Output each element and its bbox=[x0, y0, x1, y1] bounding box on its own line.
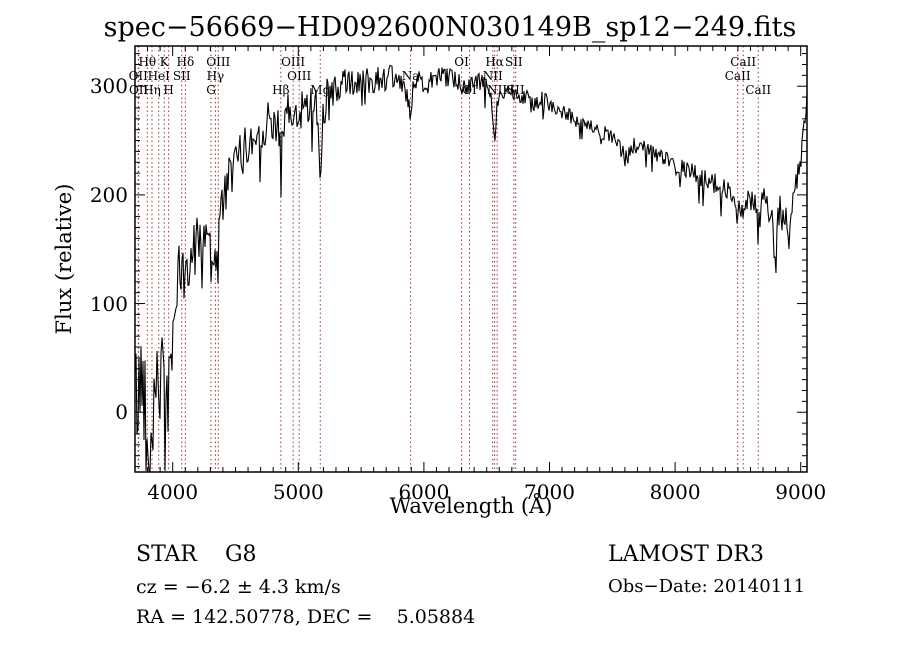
spectral-line-label: G bbox=[206, 83, 216, 97]
spectral-line-label: CaII bbox=[730, 55, 756, 69]
y-tick-label: 100 bbox=[89, 291, 128, 316]
spectral-line-label: Na bbox=[402, 69, 420, 83]
spectral-line-label: Hη bbox=[143, 83, 161, 97]
classification-text: STAR G8 bbox=[136, 542, 257, 567]
spectral-line-label: OIII bbox=[281, 55, 305, 69]
y-tick-label: 200 bbox=[89, 182, 128, 207]
spectral-line-label: Hβ bbox=[272, 83, 289, 97]
coordinates-text: RA = 142.50778, DEC = 5.05884 bbox=[136, 606, 476, 628]
spectral-line-label: SII bbox=[505, 55, 523, 69]
x-tick-label: 4000 bbox=[147, 480, 199, 504]
x-axis-label: Wavelength (Å) bbox=[389, 494, 553, 518]
spectral-line-label: CaII bbox=[745, 83, 771, 97]
spectrum-trace bbox=[134, 64, 808, 472]
y-tick-label: 300 bbox=[89, 74, 128, 99]
plot-title: spec−56669−HD092600N030149B_sp12−249.fit… bbox=[103, 12, 797, 43]
spectral-line-label: OII bbox=[129, 69, 149, 83]
spectral-line-label: Hγ bbox=[207, 69, 225, 83]
spectral-line-label: OIII bbox=[287, 69, 311, 83]
spectral-line-label: HeI bbox=[148, 69, 171, 83]
spectral-line-label: OI bbox=[454, 55, 469, 69]
plot-frame bbox=[134, 45, 808, 473]
spectral-line-label: K bbox=[160, 55, 170, 69]
spectral-line-label: Hθ bbox=[138, 55, 156, 69]
spectral-line-label: Hδ bbox=[177, 55, 195, 69]
spectral-line-label: H bbox=[163, 83, 173, 97]
x-tick-label: 5000 bbox=[272, 480, 324, 504]
y-axis-label: Flux (relative) bbox=[52, 183, 76, 335]
spectral-line-label: NII bbox=[487, 83, 507, 97]
obs-date-text: Obs−Date: 20140111 bbox=[608, 576, 806, 597]
survey-release-text: LAMOST DR3 bbox=[608, 542, 764, 567]
spectral-line-label: NII bbox=[483, 69, 503, 83]
spectral-line-label: CaII bbox=[725, 69, 751, 83]
x-tick-label: 8000 bbox=[649, 480, 701, 504]
x-tick-label: 6000 bbox=[398, 480, 450, 504]
spectral-line-label: SII bbox=[173, 69, 191, 83]
spectral-line-label: Hα bbox=[485, 55, 504, 69]
y-tick-label: 0 bbox=[115, 400, 128, 425]
x-tick-label: 7000 bbox=[524, 480, 575, 504]
radial-velocity-text: cz = −6.2 ± 4.3 km/s bbox=[136, 576, 341, 598]
x-tick-label: 9000 bbox=[775, 480, 827, 504]
spectral-line-label: OIII bbox=[206, 55, 230, 69]
